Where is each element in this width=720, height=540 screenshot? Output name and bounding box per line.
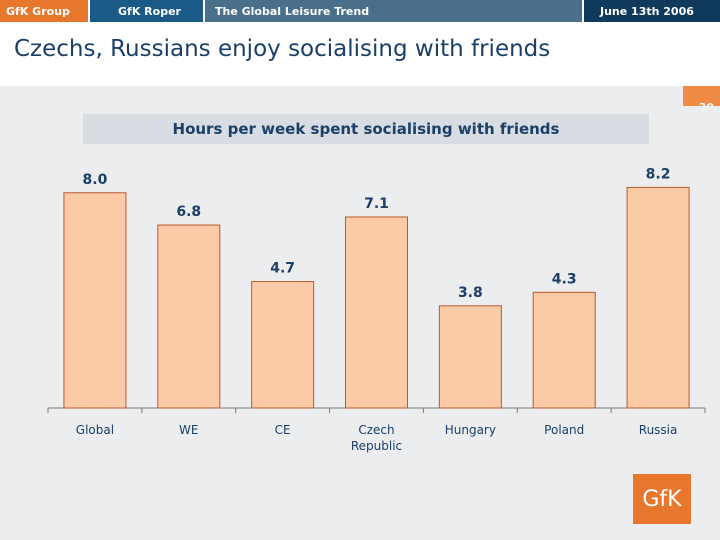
x-tick-label: Czech: [358, 423, 394, 437]
header-segment-group: GfK Group: [0, 0, 88, 22]
data-label: 8.2: [646, 166, 671, 182]
header-segment-study: The Global Leisure Trend: [205, 0, 582, 22]
x-tick-label: Global: [76, 423, 114, 437]
x-tick-label: CE: [275, 423, 291, 437]
x-tick-label: Russia: [639, 423, 678, 437]
header-segment-date: June 13th 2006: [584, 0, 720, 22]
data-label: 6.8: [176, 204, 201, 220]
data-label: 8.0: [83, 172, 108, 188]
bar: [532, 291, 596, 409]
bar: [157, 224, 221, 409]
data-label: 3.8: [458, 285, 483, 301]
data-label: 7.1: [364, 196, 389, 212]
bar: [345, 216, 408, 409]
data-label: 4.7: [270, 261, 295, 277]
gfk-logo: GfK: [633, 474, 691, 524]
data-label: 4.3: [552, 271, 577, 287]
x-tick-label: Hungary: [445, 423, 496, 437]
header-bar: GfK Group GfK Roper The Global Leisure T…: [0, 0, 720, 22]
chart-title: Hours per week spent socialising with fr…: [83, 114, 649, 144]
x-tick-label: Poland: [544, 423, 584, 437]
bar: [438, 305, 502, 409]
header-divider: [582, 0, 584, 22]
page-number: 30: [683, 86, 720, 106]
x-tick-label: WE: [179, 423, 198, 437]
bar: [63, 192, 127, 409]
header-segment-roper: GfK Roper: [90, 0, 203, 22]
header-divider: [88, 0, 90, 22]
bar: [251, 281, 315, 409]
x-tick-label: Republic: [351, 439, 402, 453]
header-divider: [203, 0, 205, 22]
page-title: Czechs, Russians enjoy socialising with …: [14, 36, 551, 62]
bar: [626, 186, 690, 409]
